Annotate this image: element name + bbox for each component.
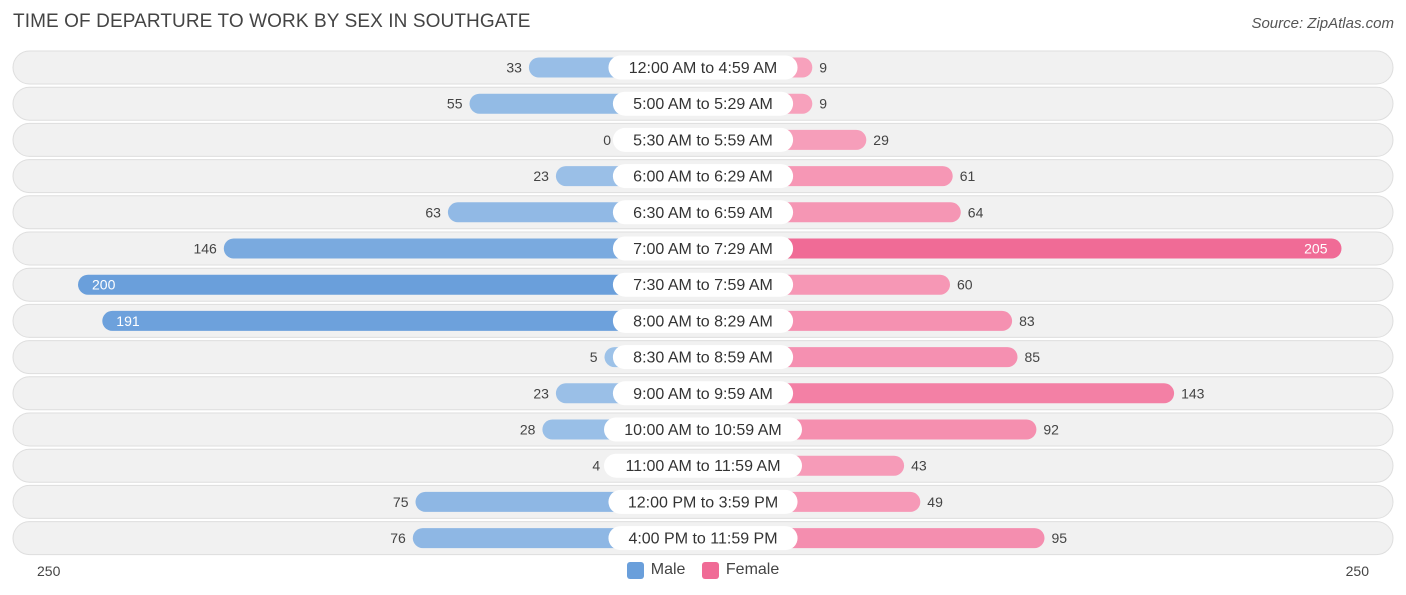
legend-item-male: Male xyxy=(626,561,686,579)
value-label-female: 49 xyxy=(927,494,943,510)
value-label-male: 28 xyxy=(520,422,536,438)
category-pill xyxy=(612,200,794,225)
chart-title: TIME OF DEPARTURE TO WORK BY SEX IN SOUT… xyxy=(13,11,531,32)
category-pill xyxy=(608,55,798,80)
value-label-male: 5 xyxy=(590,349,598,365)
chart-row: 75 49 12:00 PM to 3:59 PM xyxy=(12,484,1394,519)
value-label-male: 200 xyxy=(92,277,116,293)
value-label-female: 61 xyxy=(960,168,976,184)
chart-row: 191 83 8:00 AM to 8:29 AM xyxy=(12,303,1394,338)
value-label-male: 75 xyxy=(393,494,409,510)
category-label: 10:00 AM to 10:59 AM xyxy=(624,422,781,439)
value-label-female: 83 xyxy=(1019,313,1035,329)
category-label: 6:00 AM to 6:29 AM xyxy=(633,169,773,186)
value-label-male: 191 xyxy=(116,313,140,329)
chart-row: 200 60 7:30 AM to 7:59 AM xyxy=(12,267,1394,302)
source-credit: Source: ZipAtlas.com xyxy=(1251,15,1394,32)
value-label-male: 55 xyxy=(447,96,463,112)
chart-row: 0 29 5:30 AM to 5:59 AM xyxy=(12,122,1394,157)
value-label-female: 43 xyxy=(911,458,927,474)
category-pill xyxy=(612,164,794,189)
chart-row: 23 143 9:00 AM to 9:59 AM xyxy=(12,376,1394,411)
category-pill xyxy=(612,308,794,333)
chart-row: 5 85 8:30 AM to 8:59 AM xyxy=(12,340,1394,375)
category-pill xyxy=(612,127,794,152)
value-label-male: 63 xyxy=(425,204,441,220)
category-pill xyxy=(612,91,794,116)
legend-label-male: Male xyxy=(650,561,686,578)
chart-row: 28 92 10:00 AM to 10:59 AM xyxy=(12,412,1394,447)
axis-label-left: 250 xyxy=(37,563,61,579)
chart-row: 63 64 6:30 AM to 6:59 AM xyxy=(12,195,1394,230)
category-label: 5:30 AM to 5:59 AM xyxy=(633,132,773,149)
legend-swatch-female xyxy=(701,561,719,579)
category-pill xyxy=(608,526,798,551)
value-label-female: 205 xyxy=(1304,241,1328,257)
legend-swatch-male xyxy=(626,561,644,579)
category-pill xyxy=(612,381,794,406)
value-label-male: 23 xyxy=(533,385,549,401)
legend-label-female: Female xyxy=(725,561,780,578)
category-label: 12:00 PM to 3:59 PM xyxy=(628,494,778,511)
chart-row: 33 9 12:00 AM to 4:59 AM xyxy=(12,50,1394,85)
axis-label-right: 250 xyxy=(1346,563,1370,579)
value-label-male: 33 xyxy=(506,60,522,76)
legend: Male Female xyxy=(0,561,1406,584)
chart-row: 23 61 6:00 AM to 6:29 AM xyxy=(12,159,1394,194)
category-label: 8:30 AM to 8:59 AM xyxy=(633,350,773,367)
category-label: 4:00 PM to 11:59 PM xyxy=(628,531,777,548)
value-label-female: 92 xyxy=(1043,422,1059,438)
bar-male xyxy=(102,310,704,331)
value-label-male: 4 xyxy=(592,458,600,474)
value-label-male: 0 xyxy=(603,132,611,148)
category-label: 7:30 AM to 7:59 AM xyxy=(633,277,773,294)
value-label-female: 9 xyxy=(819,60,827,76)
value-label-female: 60 xyxy=(957,277,973,293)
bar-female xyxy=(703,238,1342,259)
category-label: 6:30 AM to 6:59 AM xyxy=(633,205,773,222)
category-label: 11:00 AM to 11:59 AM xyxy=(625,458,780,475)
legend-item-female: Female xyxy=(701,561,780,579)
category-label: 9:00 AM to 9:59 AM xyxy=(633,386,773,403)
category-pill xyxy=(608,489,798,514)
value-label-female: 85 xyxy=(1025,349,1041,365)
value-label-female: 64 xyxy=(968,204,984,220)
category-pill xyxy=(604,453,802,478)
value-label-female: 29 xyxy=(873,132,889,148)
value-label-male: 76 xyxy=(390,530,406,546)
chart-row: 55 9 5:00 AM to 5:29 AM xyxy=(12,86,1394,121)
category-pill xyxy=(612,345,794,370)
bar-male xyxy=(223,238,704,259)
chart-row: 4 43 11:00 AM to 11:59 AM xyxy=(12,448,1394,483)
chart-row: 76 95 4:00 PM to 11:59 PM xyxy=(12,521,1394,556)
category-pill xyxy=(612,272,794,297)
category-label: 7:00 AM to 7:29 AM xyxy=(633,241,773,258)
value-label-female: 143 xyxy=(1181,385,1205,401)
value-label-female: 9 xyxy=(819,96,827,112)
value-label-female: 95 xyxy=(1052,530,1068,546)
category-pill xyxy=(612,236,794,261)
category-pill xyxy=(604,417,802,442)
category-label: 8:00 AM to 8:29 AM xyxy=(633,313,773,330)
value-label-male: 23 xyxy=(533,168,549,184)
bar-male xyxy=(78,274,703,295)
category-label: 5:00 AM to 5:29 AM xyxy=(633,96,773,113)
chart-row: 146 205 7:00 AM to 7:29 AM xyxy=(12,231,1394,266)
bar-female xyxy=(703,383,1175,404)
value-label-male: 146 xyxy=(193,241,217,257)
category-label: 12:00 AM to 4:59 AM xyxy=(629,60,778,77)
